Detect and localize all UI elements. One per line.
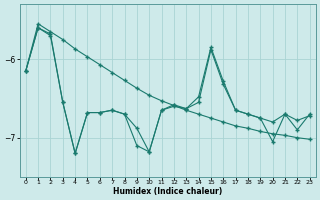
X-axis label: Humidex (Indice chaleur): Humidex (Indice chaleur) — [113, 187, 222, 196]
